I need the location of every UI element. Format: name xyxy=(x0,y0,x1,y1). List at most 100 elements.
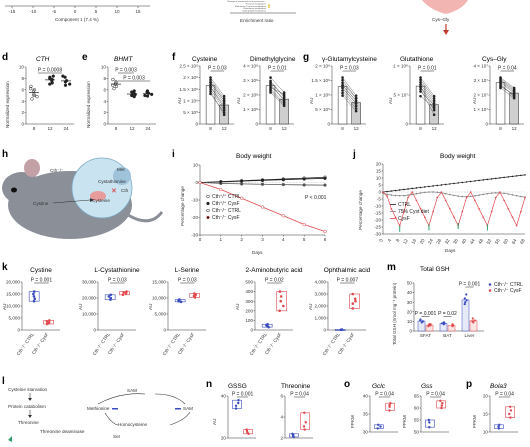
panel-i-point xyxy=(261,179,264,182)
panel-d: d CTH Normalized expression 02468108 12 24… xyxy=(2,52,74,131)
panel-j-ylabel: Percentage change xyxy=(358,190,363,230)
panel-g-gsh-xtick-label: 8 xyxy=(419,126,422,131)
panel-e-xtick-label: 24 xyxy=(145,126,151,131)
panel-g-ggc-dot xyxy=(341,84,344,87)
panel-j-xtick-label: 44 xyxy=(469,238,476,245)
panel-g-ggc-dot xyxy=(355,102,358,105)
panel-i-point xyxy=(324,230,327,233)
panel-g-ggc-dot xyxy=(355,97,358,100)
cysteine-cell-label: Cysteine xyxy=(92,198,110,203)
panel-g-cysgly-ytick-label: 4 × 10⁷ xyxy=(473,64,488,69)
panel-j-xtick-label: 36 xyxy=(452,238,459,245)
panel-j-point xyxy=(441,191,443,193)
panel-o: o Gclc Gss FPKM303540 P = 0.04FPKM5055606… xyxy=(344,379,449,435)
panel-i-xtick-label: 3 xyxy=(261,237,264,242)
panel-i-xtick-label: 0 xyxy=(199,237,202,242)
panel-d-ytick-label: 0 xyxy=(21,122,24,127)
panel-j-ytick-label: 10 xyxy=(376,176,382,181)
panel-j-point xyxy=(491,178,493,180)
panel-g-ggc-xtick-label: 8 xyxy=(341,126,344,131)
deaminase-label: Threonine deaminase xyxy=(40,429,85,434)
panel-j-point xyxy=(386,193,388,195)
panel-i-ytick-label: 10 xyxy=(193,163,199,168)
panel-m-2-pvalue: P = 0.001 xyxy=(459,282,481,288)
homocysteine-label: Homocysteine xyxy=(118,422,148,427)
panel-j-point xyxy=(428,191,430,193)
panel-m-title: Total GSH xyxy=(420,266,450,273)
panel-f-dmg-ytick-label: 2 × 10⁸ xyxy=(243,93,258,98)
panel-j-point xyxy=(503,177,505,179)
panel-f-cysteine-ytick-label: 5 × 10⁵ xyxy=(183,110,198,115)
panel-j-point xyxy=(436,191,438,193)
panel-d-pvalue: P = 0.0008 xyxy=(38,68,62,74)
panel-m-dot xyxy=(472,317,474,319)
panel-o-gss-dot xyxy=(441,402,443,404)
panel-i-legend-marker xyxy=(207,209,210,212)
panel-k-dot xyxy=(33,295,36,298)
panel-j-point xyxy=(445,200,447,202)
component-tick-label: 5 xyxy=(95,9,98,14)
panel-j-point xyxy=(403,195,405,197)
panel-o-gclc-pvalue: P = 0.04 xyxy=(375,392,394,398)
panel-j-point xyxy=(482,179,484,181)
panel-k-0-ytick-label: 0 xyxy=(17,328,20,333)
panel-j-point xyxy=(411,194,413,196)
panel-j-point xyxy=(449,208,451,210)
panel-g-gsh-dot xyxy=(433,106,436,109)
panel-j-point xyxy=(512,194,514,196)
panel-j-xtick-label: 4 xyxy=(387,238,393,243)
panel-m-ytick-label: 30 xyxy=(407,300,413,305)
panel-j-point xyxy=(399,195,401,197)
panel-g-ggc-dot xyxy=(341,94,344,97)
panel-o-gclc-dot xyxy=(388,409,390,411)
panel-p-bola3-ytick-label: 10 xyxy=(483,430,489,435)
cth-label: Cth xyxy=(121,188,129,193)
panel-k-dot xyxy=(109,298,112,301)
panel-f-cysteine-dot xyxy=(223,100,226,103)
panel-j-point xyxy=(495,178,497,180)
panel-j-xtick-label: 64 xyxy=(511,238,518,245)
panel-o-gss-dot xyxy=(440,407,442,409)
panel-m-ylabel: Total GSH (nmol mg⁻¹ protein) xyxy=(392,282,397,345)
panel-i: i Body weight Percentage change Days P <… xyxy=(172,149,327,255)
panel-f-dmg-dot xyxy=(283,91,286,94)
panel-o-label: o xyxy=(344,379,350,390)
panel-g-gsh-xtick-label: 12 xyxy=(432,126,438,131)
panel-n-gssg-dot xyxy=(247,433,249,435)
panel-j-ytick-label: 0 xyxy=(378,190,381,195)
panel-j-point xyxy=(462,196,464,198)
panel-j-point xyxy=(445,184,447,186)
panel-k-2-pvalue: P = 0.03 xyxy=(178,278,197,284)
panel-g-gsh-dot xyxy=(419,79,422,82)
panel-j-point xyxy=(482,194,484,196)
panel-i-legend-label: Cth⁻/⁻ CTRL xyxy=(212,208,241,214)
panel-k-title: Ophthalmic acid xyxy=(324,267,371,274)
starvation-label: Cysteine starvation xyxy=(8,387,48,392)
panel-k-2-ytick-label: 0 xyxy=(163,328,166,333)
pathway-name: Sphingolipid metabolism xyxy=(242,9,266,12)
panel-f-dmg-ytick-label: 3 × 10⁸ xyxy=(243,78,258,83)
panel-f-cysteine-dot xyxy=(209,79,212,82)
panel-j-xtick-label: 24 xyxy=(427,238,434,245)
panel-g-gsh-ytick-label: 1 × 10⁸ xyxy=(393,64,408,69)
panel-g-title-1: γ-Glutamylcysteine xyxy=(322,56,377,63)
panel-m-1-pvalue: P = 0.02 xyxy=(438,311,457,317)
panel-n-gssg-dot xyxy=(245,428,247,430)
panel-d-xtick-label: 24 xyxy=(63,126,69,131)
panel-k-1-pvalue: P = 0.03 xyxy=(108,278,127,284)
panel-i-ytick-label: 0 xyxy=(195,180,198,185)
panel-g-ggc-dot xyxy=(341,89,344,92)
panel-j-point xyxy=(466,181,468,183)
panel-f-dmg-dot xyxy=(269,81,272,84)
panel-n-gssg-ytick-label: 40 xyxy=(221,394,227,399)
panel-f-dmg-dot xyxy=(283,104,286,107)
panel-k-3-ytick-label: 300 xyxy=(245,299,253,304)
panel-d-dot xyxy=(36,95,39,98)
panel-m-ytick-label: 20 xyxy=(407,309,413,314)
panel-i-legend-label: Cth⁻/⁻ CysF xyxy=(212,215,240,221)
panel-g-ggc-dot xyxy=(341,92,344,95)
panel-k-0-ytick-label: 5,000 xyxy=(9,316,21,321)
panel-j-point xyxy=(441,184,443,186)
panel-j-point xyxy=(503,192,505,194)
panel-i-legend-label: Cth⁺/⁺ CTRL xyxy=(212,194,241,200)
